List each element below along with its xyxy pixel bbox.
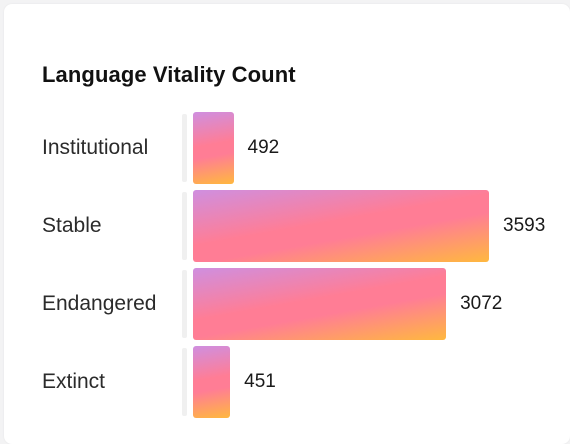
category-label: Endangered (42, 292, 157, 315)
bar[interactable] (193, 346, 231, 418)
category-label: Stable (42, 214, 102, 237)
value-label: 492 (247, 137, 280, 158)
bar-track (182, 348, 187, 416)
bar[interactable] (193, 268, 447, 340)
bar-chart: Institutional 492 Stable 3593 Endangered 3072… (4, 4, 570, 444)
chart-title: Language Vitality Count (42, 62, 296, 87)
bar-track (182, 114, 187, 182)
bar-track (182, 192, 187, 260)
bar-track (182, 270, 187, 338)
value-label: 3072 (460, 293, 503, 314)
bar[interactable] (193, 112, 234, 184)
bar[interactable] (193, 190, 489, 262)
value-label: 3593 (503, 215, 546, 236)
value-label: 451 (244, 371, 276, 392)
category-label: Extinct (42, 370, 106, 393)
chart-card: Language Vitality Count Institutional 492… (4, 4, 570, 444)
category-label: Institutional (42, 136, 149, 159)
